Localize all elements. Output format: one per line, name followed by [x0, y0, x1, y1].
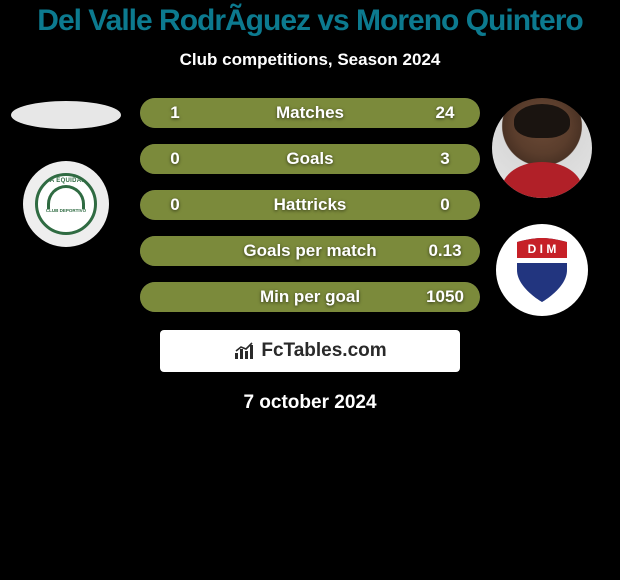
branding-text: FcTables.com	[261, 340, 386, 362]
stat-bar: 1Matches24	[140, 98, 480, 128]
chart-icon	[233, 341, 255, 361]
club-crest-dim: D I M	[496, 224, 588, 316]
stat-bar: 0Hattricks0	[140, 190, 480, 220]
stat-bar: 0Goals3	[140, 144, 480, 174]
la-equidad-badge: LA EQUIDAD CLUB DEPORTIVO	[35, 173, 97, 235]
date-text: 7 october 2024	[0, 392, 620, 414]
page-title: Del Valle RodrÃ­guez vs Moreno Quintero	[0, 0, 620, 38]
la-equidad-top-text: LA EQUIDAD	[46, 178, 86, 184]
player-left-placeholder	[11, 101, 121, 129]
stat-value-right: 0	[410, 195, 480, 215]
stat-value-right: 3	[410, 149, 480, 169]
stat-value-right: 24	[410, 103, 480, 123]
player-right-avatar	[492, 98, 592, 198]
club-crest-la-equidad: LA EQUIDAD CLUB DEPORTIVO	[23, 161, 109, 247]
la-equidad-bottom-text: CLUB DEPORTIVO	[46, 209, 86, 214]
la-equidad-arc	[47, 185, 85, 209]
right-column: D I M	[490, 98, 594, 316]
dim-shield: D I M	[511, 236, 573, 304]
branding-box: FcTables.com	[160, 330, 460, 372]
stat-bar: Min per goal1050	[140, 282, 480, 312]
left-column: LA EQUIDAD CLUB DEPORTIVO	[6, 98, 126, 247]
subtitle: Club competitions, Season 2024	[0, 50, 620, 70]
dim-letters: D I M	[528, 242, 557, 256]
stat-bars: 1Matches24 0Goals3 0Hattricks0 Goals per ma…	[140, 98, 480, 328]
stat-value-right: 1050	[410, 287, 480, 307]
stat-value-right: 0.13	[410, 241, 480, 261]
stat-bar: Goals per match0.13	[140, 236, 480, 266]
